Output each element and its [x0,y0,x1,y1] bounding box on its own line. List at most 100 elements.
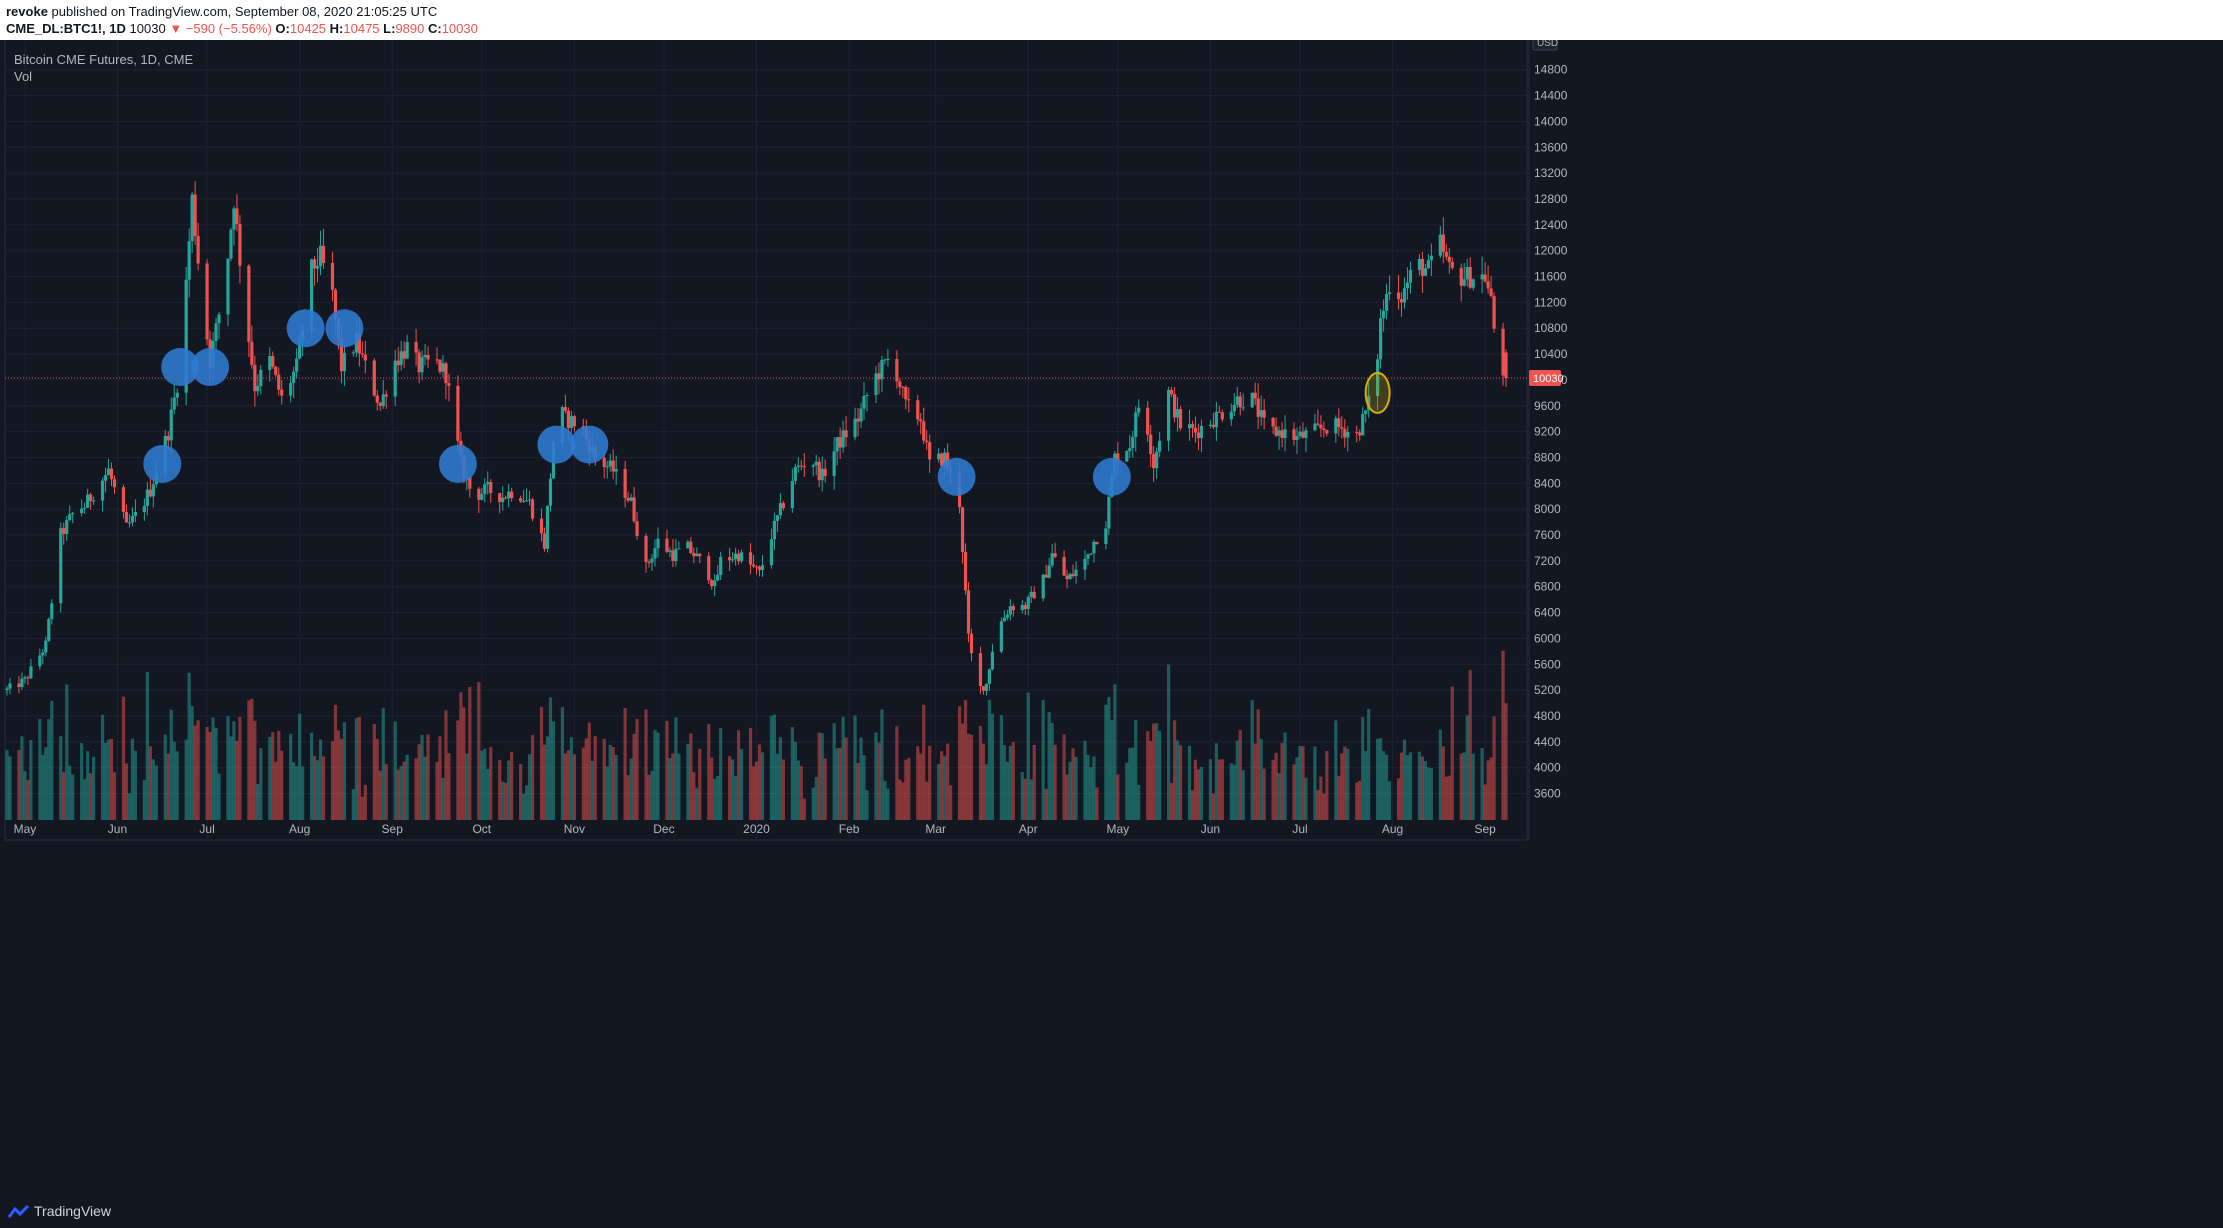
volume-bar [981,743,986,820]
volume-bar [895,726,899,820]
author-name[interactable]: revoke [6,4,48,19]
candle-body [1086,554,1090,559]
candle-body [1104,528,1108,544]
candle-body [271,356,275,367]
volume-bar [1125,762,1129,820]
volume-bar [89,773,93,820]
volume-bars [5,650,1508,820]
candle-body [521,500,526,502]
volume-bar [1387,781,1392,820]
time-tick-label: Sep [1474,822,1496,836]
volume-bar [644,709,648,820]
volume-bar [608,744,612,820]
chart-legend-title[interactable]: Bitcoin CME Futures, 1D, CME [14,52,194,67]
candle-body [1444,251,1448,257]
close-value: 10030 [441,21,478,36]
volume-legend[interactable]: Vol [14,69,33,84]
candle-body [563,407,568,411]
candle-body [426,355,430,360]
candle-body [560,407,565,442]
candle-body [731,559,735,561]
volume-bar [292,762,296,820]
volume-bar [832,723,836,820]
candle-body [1229,411,1233,420]
volume-bar [844,737,848,820]
candle-body [539,518,544,534]
volume-bar [465,753,469,820]
volume-bar [441,777,445,820]
candle-body [527,499,532,501]
volume-bar [1420,756,1425,820]
volume-bar [298,713,302,820]
volume-bar [1298,746,1302,820]
volume-bar [671,753,675,820]
candle-body [193,194,197,237]
footer: TradingView [0,1193,2223,1228]
volume-bar [1193,759,1198,820]
candle-body [29,666,33,679]
volume-bar [1149,741,1153,820]
volume-bar [530,735,535,820]
candle-body [1256,398,1260,417]
price-tick-label: 4400 [1534,735,1561,749]
volume-bar [1283,732,1287,820]
volume-bar [360,796,364,820]
candle-body [1172,394,1177,418]
candle-body [124,511,129,523]
candle-body [1471,279,1475,288]
candle-body [1041,574,1045,599]
candle-body [859,408,863,422]
volume-bar [59,736,63,820]
volume-bar [802,798,806,820]
candle-body [5,688,9,691]
tradingview-logo[interactable]: TradingView [7,1203,111,1219]
candle-body [1032,591,1036,599]
volume-bar [459,692,463,820]
candle-body [1166,389,1171,441]
volume-bar [1158,730,1162,820]
candle-body [981,686,986,691]
candle-body [814,461,818,466]
volume-bar [611,747,615,820]
volume-bar [130,738,135,820]
price-chart[interactable]: 3600 4000 4400 4800 5200 5600 6000 6400 6800 7200… [0,40,2223,1193]
volume-bar [1089,767,1093,820]
candle-body [486,482,490,485]
candle-body [1322,428,1326,431]
candle-body [103,475,108,481]
candle-body [1029,591,1033,597]
volume-bar [363,784,367,820]
volume-bar [318,739,323,820]
volume-bar [957,706,962,820]
volume-bar [1092,756,1096,820]
volume-bar [751,766,756,820]
candle-body [196,236,200,264]
price-tick-label: 8400 [1534,476,1561,490]
volume-bar [1071,748,1075,820]
candle-body [937,453,941,460]
volume-bar [1083,740,1087,820]
candle-body [1092,541,1096,554]
volume-bar [969,734,974,820]
price-tick-label: 7600 [1534,528,1561,542]
candle-body [736,553,741,562]
volume-bar [217,773,221,820]
candle-body [608,460,612,467]
volume-bar [1304,777,1308,820]
candle-body [1274,426,1278,436]
volume-bar [375,738,379,820]
volume-bar [668,757,672,820]
time-tick-label: Mar [925,822,946,836]
volume-bar [1250,699,1254,820]
candle-body [1340,427,1344,429]
candle-body [1441,234,1445,252]
volume-bar [423,756,427,820]
currency-badge[interactable] [1532,40,1558,51]
candle-body [542,533,547,549]
volume-bar [692,772,696,820]
volume-bar [510,751,514,820]
candle-body [904,386,908,400]
volume-bar [333,704,338,820]
candle-body [232,208,236,230]
volume-bar [26,779,30,820]
